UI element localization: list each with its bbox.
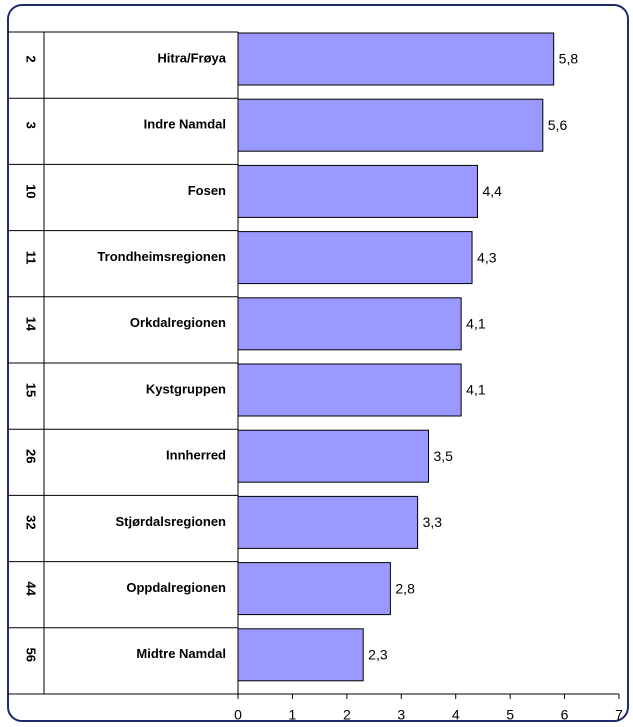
bar (237, 495, 419, 549)
x-tick-label: 3 (397, 707, 405, 723)
rank-label: 32 (24, 515, 39, 529)
x-tick-label: 0 (234, 707, 242, 723)
rank-label: 56 (24, 648, 39, 662)
rank-label: 44 (24, 581, 39, 596)
rank-label: 15 (24, 383, 39, 397)
category-label: Oppdalregionen (126, 580, 226, 595)
category-label: Hitra/Frøya (157, 50, 226, 65)
category-label: Midtre Namdal (136, 646, 226, 661)
category-label: Innherred (166, 448, 226, 463)
bar (237, 164, 478, 218)
bar (237, 429, 429, 483)
x-tick-label: 1 (289, 707, 297, 723)
value-label: 5,8 (559, 51, 579, 67)
bar (237, 32, 555, 86)
bar (237, 628, 364, 682)
x-tick-label: 7 (615, 707, 623, 723)
category-label: Fosen (188, 183, 226, 198)
category-label: Indre Namdal (144, 117, 226, 132)
bar (237, 297, 462, 351)
x-tick-label: 6 (561, 707, 569, 723)
rank-label: 11 (24, 251, 39, 265)
category-label: Trondheimsregionen (97, 249, 226, 264)
value-label: 4,1 (466, 382, 486, 398)
rank-label: 26 (24, 449, 39, 463)
category-label: Stjørdalsregionen (115, 514, 226, 529)
rank-label: 14 (24, 317, 39, 332)
rank-label: 3 (24, 122, 39, 129)
value-label: 5,6 (548, 117, 568, 133)
bar (237, 562, 391, 616)
rank-label: 2 (24, 55, 39, 62)
x-tick-label: 5 (506, 707, 514, 723)
category-label: Orkdalregionen (130, 315, 226, 330)
bar (237, 98, 544, 152)
value-label: 4,3 (477, 249, 497, 265)
category-label: Kystgruppen (146, 381, 226, 396)
value-label: 2,3 (368, 647, 388, 663)
value-label: 3,5 (434, 448, 454, 464)
x-tick-label: 4 (452, 707, 460, 723)
value-label: 4,4 (482, 183, 502, 199)
rank-label: 10 (24, 184, 39, 198)
bar (237, 363, 462, 417)
x-tick-label: 2 (343, 707, 351, 723)
value-label: 3,3 (423, 514, 443, 530)
bar (237, 231, 473, 285)
value-label: 4,1 (466, 316, 486, 332)
value-label: 2,8 (395, 580, 415, 596)
